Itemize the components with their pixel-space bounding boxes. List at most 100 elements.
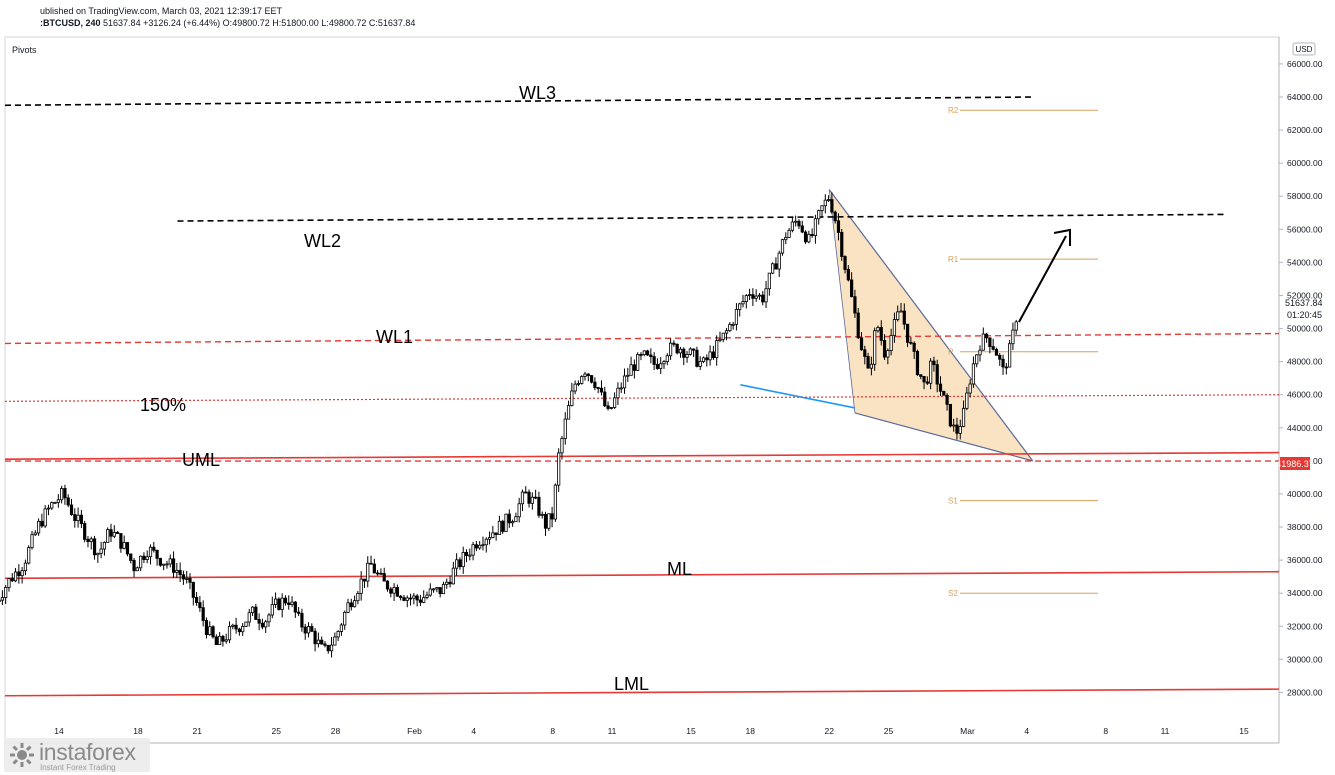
candle-up	[665, 355, 669, 362]
pivots-indicator-label: Pivots	[12, 45, 37, 55]
candle-down	[922, 375, 926, 383]
candle-down	[201, 607, 205, 621]
candle-down	[142, 555, 146, 560]
line-wl1	[4, 332, 1280, 345]
candle-down	[287, 602, 291, 606]
candle-up	[264, 621, 268, 628]
candle-down	[856, 312, 860, 339]
candle-up	[873, 330, 877, 365]
candle-up	[560, 438, 564, 454]
candle-down	[810, 234, 814, 236]
candle-up	[971, 363, 976, 385]
candle-up	[1011, 329, 1015, 345]
y-tick-label: 44000.00	[1287, 423, 1323, 433]
candle-down	[909, 341, 913, 344]
candle-up	[504, 513, 508, 532]
candle-down	[385, 580, 390, 590]
candle-down	[599, 387, 604, 393]
candle-up	[817, 210, 821, 220]
candle-down	[534, 496, 538, 499]
candle-down	[399, 595, 403, 599]
candle-up	[626, 374, 630, 377]
candle-up	[557, 452, 561, 486]
candle-down	[155, 549, 159, 559]
candle-down	[692, 348, 696, 351]
candle-down	[586, 373, 590, 377]
x-tick-label: 14	[54, 726, 64, 736]
instaforex-watermark: instaforex Instant Forex Trading	[4, 738, 150, 772]
candle-down	[501, 520, 505, 532]
candle-down	[850, 279, 854, 298]
y-tick-label: 50000.00	[1287, 324, 1323, 334]
last-price: 51637.84	[103, 18, 141, 28]
wedge-left-edge	[828, 189, 856, 413]
candle-down	[474, 544, 478, 549]
candle-down	[645, 350, 650, 356]
candle-down	[152, 546, 156, 551]
candle-up	[777, 252, 781, 270]
candle-up	[185, 578, 189, 580]
candle-up	[958, 425, 962, 434]
candle-down	[17, 571, 21, 577]
candle-up	[46, 507, 51, 510]
currency-button[interactable]: USD	[1296, 45, 1313, 54]
candle-up	[0, 597, 4, 601]
candle-up	[336, 631, 340, 638]
candle-down	[277, 598, 281, 610]
candle-up	[747, 294, 752, 297]
candle-down	[935, 364, 939, 385]
candle-down	[882, 340, 887, 358]
candle-down	[297, 611, 301, 614]
y-tick-label: 38000.00	[1287, 522, 1323, 532]
y-tick-label: 60000.00	[1287, 158, 1323, 168]
wedge-lower-edge	[854, 412, 1033, 462]
candle-up	[484, 538, 488, 546]
candle-down	[438, 587, 442, 595]
candle-up	[392, 587, 396, 594]
candle-down	[863, 349, 867, 357]
x-tick-label: 8	[1103, 726, 1108, 736]
candle-up	[899, 310, 903, 313]
candle-up	[636, 354, 640, 371]
line-wl2	[177, 213, 1225, 222]
candle-down	[69, 504, 74, 516]
currency-button-box[interactable]	[1292, 42, 1316, 56]
low-value: 49800.72	[328, 18, 367, 28]
line-lml	[4, 688, 1280, 697]
candle-up	[231, 624, 235, 627]
candle-down	[83, 523, 87, 540]
candle-down	[652, 356, 656, 365]
candle-down	[415, 595, 419, 601]
y-tick-label: 32000.00	[1287, 621, 1323, 631]
candle-down	[395, 587, 399, 597]
candle-up	[573, 383, 577, 392]
candle-up	[540, 513, 544, 516]
candle-up	[60, 488, 64, 501]
candle-down	[675, 343, 679, 354]
y-tick-label: 48000.00	[1287, 357, 1323, 367]
candle-down	[984, 333, 989, 339]
candle-down	[840, 232, 844, 257]
line-wl3	[4, 96, 1035, 107]
candle-down	[86, 538, 90, 542]
annotation-lml: LML	[614, 674, 649, 694]
candle-up	[553, 484, 557, 520]
annotation-wl2: WL2	[304, 231, 341, 251]
candle-up	[715, 340, 719, 359]
candle-up	[784, 237, 788, 241]
projection-arrow-head	[1053, 228, 1071, 246]
candle-up	[889, 335, 893, 352]
candle-up	[708, 351, 712, 361]
candle-up	[688, 348, 692, 355]
chart-header: ublished on TradingView.com, March 03, 2…	[40, 5, 415, 29]
annotation-uml: UML	[182, 450, 220, 470]
candle-down	[682, 348, 686, 358]
candle-up	[99, 548, 103, 554]
candle-down	[705, 357, 709, 361]
candle-up	[876, 327, 880, 332]
candle-up	[780, 239, 785, 254]
candle-down	[376, 572, 380, 575]
candle-down	[603, 391, 607, 407]
candle-up	[329, 644, 334, 652]
